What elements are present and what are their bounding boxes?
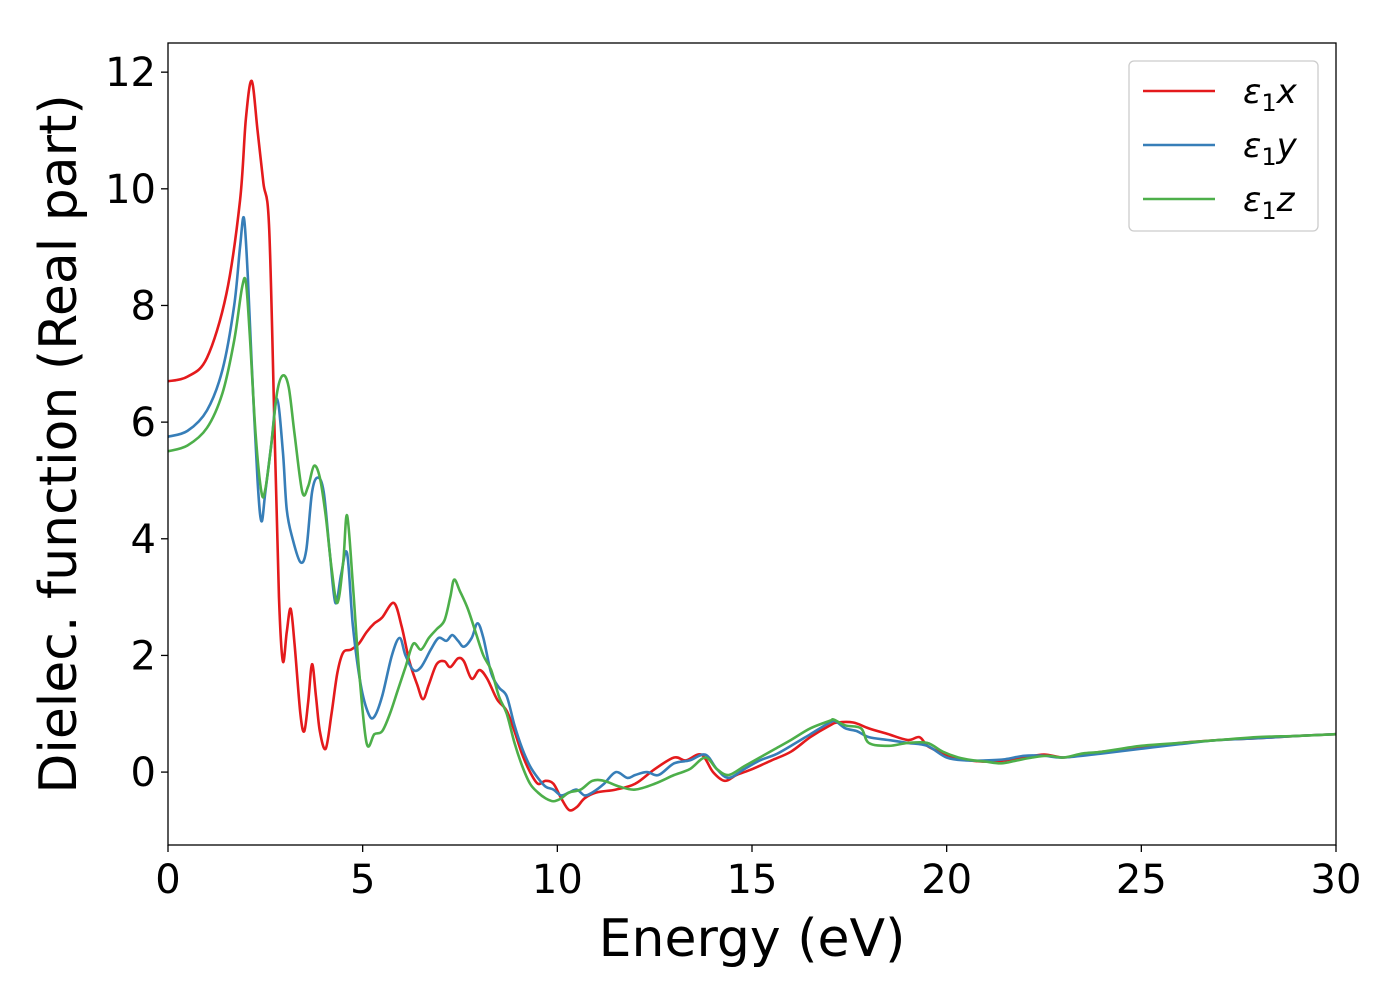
x-axis: 0 5 10 15 20 25 30 (155, 845, 1361, 903)
y-tick-label: 8 (131, 283, 156, 329)
x-tick-label: 5 (350, 857, 375, 903)
x-tick-label: 0 (155, 857, 180, 903)
x-tick-label: 20 (921, 857, 972, 903)
legend-box (1128, 60, 1319, 232)
legend: ε1x ε1y ε1z (1128, 60, 1319, 232)
legend-label: ε1z (1243, 180, 1296, 225)
y-tick-label: 4 (131, 517, 156, 563)
series-layer (168, 79, 1336, 812)
legend-label: ε1x (1243, 72, 1298, 117)
y-tick-label: 0 (131, 750, 156, 796)
legend-item-x: ε1x (1143, 72, 1298, 117)
x-tick-label: 15 (727, 857, 778, 903)
x-tick-label: 10 (532, 857, 583, 903)
legend-label: ε1y (1243, 126, 1298, 171)
y-axis-title: Dielec. function (Real part) (29, 94, 89, 793)
series-line-y (168, 215, 1336, 797)
legend-item-y: ε1y (1143, 126, 1298, 171)
y-axis: 0 2 4 6 8 10 12 (105, 50, 168, 796)
x-tick-label: 25 (1116, 857, 1167, 903)
x-tick-label: 30 (1311, 857, 1362, 903)
y-tick-label: 2 (131, 633, 156, 679)
legend-item-z: ε1z (1143, 180, 1296, 225)
series-line-z (168, 276, 1336, 803)
y-tick-label: 12 (105, 50, 156, 96)
y-tick-label: 6 (131, 400, 156, 446)
y-tick-label: 10 (105, 167, 156, 213)
x-axis-title: Energy (eV) (599, 909, 906, 969)
